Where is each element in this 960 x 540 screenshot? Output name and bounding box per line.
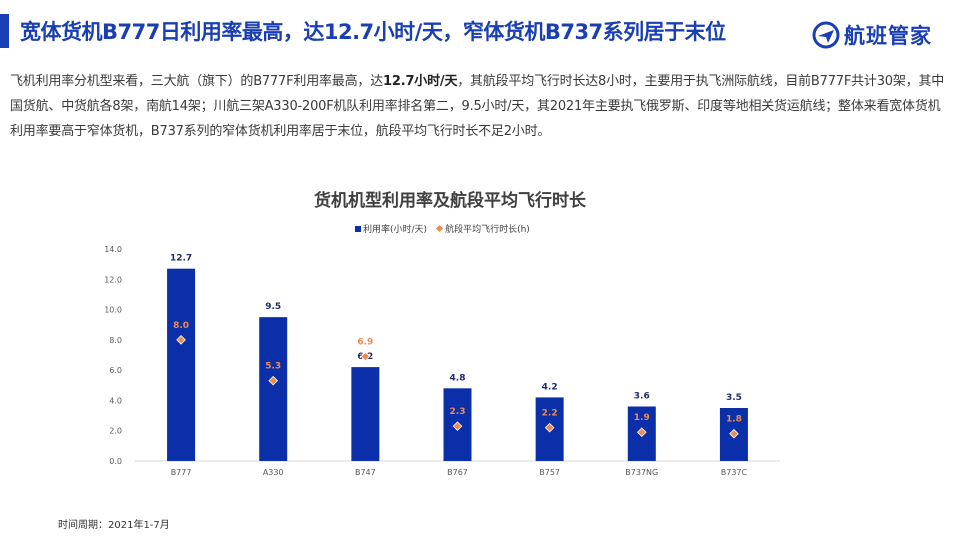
legend-label-utilization: 利用率(小时/天): [363, 225, 428, 235]
utilization-bar: [259, 317, 288, 461]
x-tick-label: B737NG: [625, 468, 658, 477]
bar-value-label: 12.7: [170, 254, 192, 264]
legend-item-duration: 航段平均飞行时长(h): [436, 222, 530, 235]
duration-marker: [452, 421, 463, 431]
legend-label-duration: 航段平均飞行时长(h): [445, 225, 530, 235]
y-tick-label: 14.0: [104, 245, 122, 254]
bar-value-label: 4.2: [542, 382, 558, 392]
bar-value-label: 3.5: [726, 393, 742, 403]
bar-value-label: 9.5: [265, 302, 281, 312]
chart-title: 货机机型利用率及航段平均飞行时长: [314, 191, 586, 211]
y-tick-label: 4.0: [109, 396, 122, 405]
x-tick-label: A330: [263, 468, 284, 477]
time-period-footnote: 时间周期：2021年1-7月: [58, 520, 170, 531]
bar-value-label: 3.6: [634, 391, 650, 401]
x-tick-label: B767: [447, 468, 468, 477]
marker-value-label: 8.0: [173, 321, 189, 331]
chart-legend: 利用率(小时/天) 航段平均飞行时长(h): [355, 222, 540, 235]
marker-value-label: 6.9: [357, 338, 373, 348]
brand-logo: 航班管家: [812, 18, 932, 52]
airplane-globe-icon: [812, 21, 840, 49]
x-tick-label: B737C: [721, 468, 748, 477]
marker-value-label: 2.2: [542, 409, 558, 419]
marker-value-label: 1.8: [726, 415, 742, 425]
marker-value-label: 1.9: [634, 413, 650, 423]
x-tick-label: B757: [539, 468, 560, 477]
y-tick-label: 6.0: [109, 366, 122, 375]
summary-highlight: 12.7小时/天: [383, 74, 458, 89]
y-tick-label: 2.0: [109, 427, 122, 436]
duration-marker: [636, 427, 647, 438]
page-headline: 宽体货机B777日利用率最高，达12.7小时/天，窄体货机B737系列居于末位: [20, 20, 726, 44]
marker-value-label: 5.3: [265, 362, 281, 372]
duration-marker: [268, 375, 279, 386]
y-tick-label: 12.0: [104, 275, 122, 284]
x-tick-label: B747: [355, 468, 376, 477]
marker-value-label: 2.3: [450, 407, 466, 417]
utilization-bar: [351, 367, 380, 461]
duration-marker: [544, 422, 555, 433]
summary-paragraph: 飞机利用率分机型来看，三大航（旗下）的B777F利用率最高，达12.7小时/天，…: [10, 69, 945, 144]
bar-value-label: 4.8: [450, 373, 466, 383]
duration-marker: [360, 351, 371, 362]
logo-text: 航班管家: [844, 24, 932, 48]
y-tick-label: 0.0: [109, 457, 122, 466]
x-tick-label: B777: [171, 468, 192, 477]
header-accent-bar: [0, 14, 9, 48]
utilization-bar: [167, 268, 196, 461]
y-tick-label: 10.0: [104, 306, 122, 315]
summary-part-1: 飞机利用率分机型来看，三大航（旗下）的B777F利用率最高，达: [10, 74, 384, 89]
duration-marker: [176, 335, 186, 345]
legend-item-utilization: 利用率(小时/天): [355, 222, 427, 235]
legend-swatch-bar: [355, 225, 361, 232]
duration-marker: [729, 428, 739, 439]
summary-part-2: ，其航段平均飞行时长达8小时，主要用于执飞洲际航线，目前B777F共计30架，其…: [10, 74, 945, 139]
y-tick-label: 8.0: [109, 336, 122, 345]
